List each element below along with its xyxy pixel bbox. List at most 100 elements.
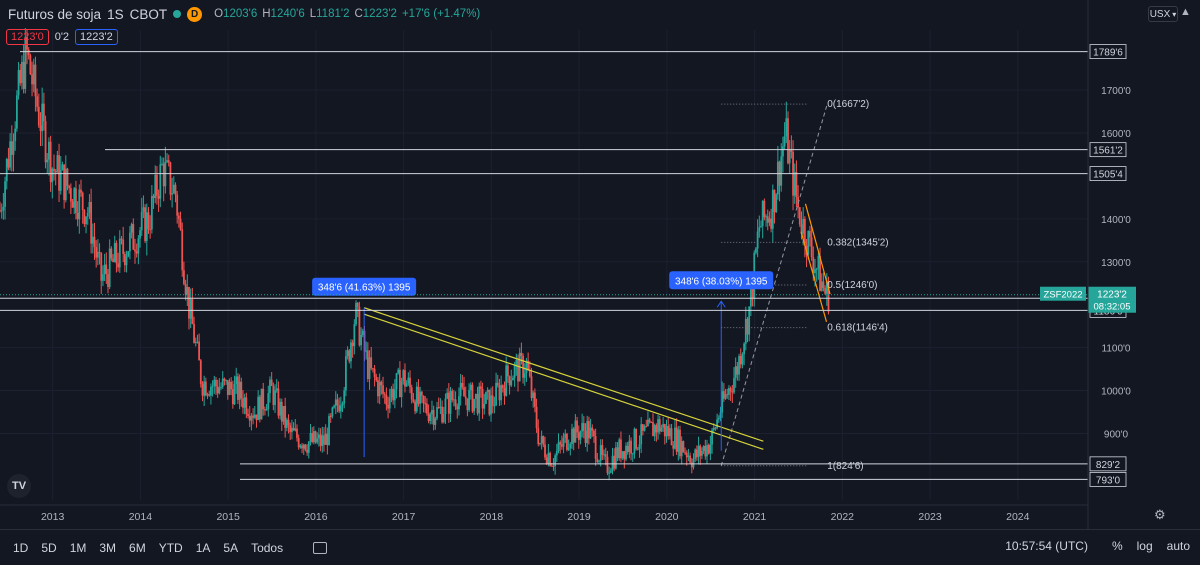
log-toggle[interactable]: log [1136, 539, 1153, 553]
candle-body [42, 103, 45, 122]
level-label-box [1089, 44, 1127, 59]
candle-body [479, 386, 482, 389]
candle-body [287, 419, 290, 426]
candle-body [203, 381, 206, 396]
candle-body [670, 428, 673, 446]
timeframe-3m[interactable]: 3M [99, 540, 117, 555]
candle-body [279, 401, 281, 416]
candle-body [630, 440, 632, 454]
alert-bell-icon[interactable]: ▲ [1180, 6, 1191, 18]
candle-body [161, 163, 163, 165]
d-badge[interactable]: D [187, 6, 203, 22]
candle-body [220, 386, 222, 388]
candle-body [169, 162, 172, 195]
candle-body [231, 389, 234, 405]
candle-body [100, 253, 103, 281]
symbol-name[interactable]: Futuros de soja [8, 6, 102, 22]
candle-body [387, 404, 389, 409]
candle-body [724, 394, 727, 399]
candle-body [54, 170, 57, 173]
candle-body [641, 424, 644, 431]
clock[interactable]: 10:57:54 (UTC) [1005, 539, 1088, 553]
currency-label: USX [1149, 8, 1171, 20]
timeframe-1m[interactable]: 1M [69, 540, 87, 555]
candle-body [216, 386, 219, 394]
candle-body [69, 188, 72, 202]
candle-body [343, 390, 346, 404]
candle-body [37, 106, 40, 126]
calendar-range-icon[interactable] [313, 541, 328, 554]
candle-body [809, 230, 811, 238]
timeframe-5d[interactable]: 5D [41, 540, 57, 555]
candle-body [520, 352, 523, 357]
candle-body [510, 380, 513, 386]
percent-toggle[interactable]: % [1111, 539, 1123, 553]
candle-body [695, 449, 698, 458]
candle-body [356, 302, 359, 307]
candle-body [623, 451, 626, 460]
candle-body [773, 189, 776, 213]
candle-body [270, 379, 273, 386]
candle-body [366, 350, 369, 379]
candle-body [684, 452, 686, 454]
candle-body [177, 215, 180, 219]
candle-body [373, 368, 376, 378]
candle-body [372, 368, 374, 370]
candle-body [348, 350, 351, 362]
candle-body [127, 251, 130, 257]
candle-body [528, 369, 531, 377]
candle-body [709, 444, 712, 454]
timeframe-6m[interactable]: 6M [129, 540, 146, 555]
last-price-label: 1223'2 [1097, 290, 1127, 301]
candle-body [277, 388, 280, 416]
candle-body [793, 172, 796, 196]
candle-body [549, 452, 551, 466]
level-label-box [1089, 166, 1127, 181]
timeframe-todos[interactable]: Todos [251, 540, 284, 555]
candle-body [694, 449, 697, 459]
timeframe-5a[interactable]: 5A [223, 540, 239, 555]
timeframe-ytd[interactable]: YTD [158, 540, 183, 555]
ask-button[interactable]: 1223'2 [75, 29, 118, 45]
gear-icon[interactable]: ⚙ [1154, 507, 1166, 522]
timeframe-1a[interactable]: 1A [195, 540, 211, 555]
candle-body [289, 425, 292, 433]
candle-body [399, 369, 401, 398]
channel-upper [363, 307, 764, 442]
candle-body [525, 360, 528, 374]
interval[interactable]: 1S [107, 6, 124, 22]
candle-body [486, 389, 489, 392]
x-tick-label: 2022 [831, 511, 855, 523]
candle-body [301, 445, 303, 449]
candle-body [736, 366, 739, 375]
candle-body [824, 287, 827, 294]
y-tick-label: 1000'0 [1101, 387, 1131, 398]
candle-body [328, 415, 330, 446]
chevron-down-icon: ▾ [1172, 9, 1177, 19]
candle-body [586, 421, 589, 443]
x-tick-label: 2019 [567, 511, 591, 523]
candle-body [233, 383, 236, 405]
candle-body [321, 435, 324, 446]
tradingview-logo[interactable]: TV [7, 474, 31, 498]
candle-body [243, 397, 246, 408]
candle-body [466, 398, 469, 411]
candle-body [469, 384, 472, 391]
candle-body [333, 405, 335, 408]
candle-body [264, 409, 266, 411]
candle-body [711, 429, 713, 445]
candle-body [674, 427, 676, 449]
candle-body [456, 406, 459, 410]
symbol-label: ZSF2022 [1043, 290, 1082, 301]
bid-button[interactable]: 1223'0 [6, 29, 49, 45]
currency-select[interactable]: USX ▾ [1148, 6, 1178, 22]
auto-toggle[interactable]: auto [1166, 539, 1190, 553]
candle-body [102, 274, 104, 281]
candle-body [668, 428, 671, 437]
candle-body [432, 409, 435, 425]
timeframe-1d[interactable]: 1D [13, 540, 29, 555]
candle-body [812, 257, 815, 274]
candle-body [226, 380, 229, 395]
candle-body [51, 168, 54, 183]
